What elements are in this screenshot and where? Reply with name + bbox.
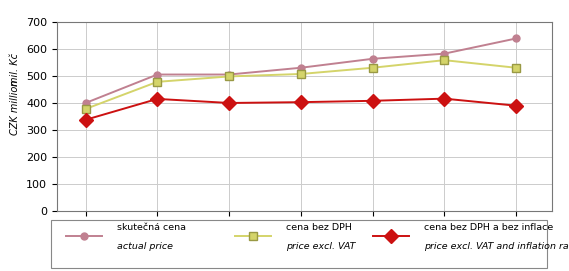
Text: CZK million: CZK million xyxy=(10,79,20,135)
Text: cena bez DPH: cena bez DPH xyxy=(286,223,352,232)
Text: price excl. VAT and inflation rate: price excl. VAT and inflation rate xyxy=(424,242,569,251)
Text: cena bez DPH a bez inflace: cena bez DPH a bez inflace xyxy=(424,223,554,232)
Text: actual price: actual price xyxy=(117,242,173,251)
Text: mil. Kč: mil. Kč xyxy=(10,53,20,86)
Text: skutečná cena: skutečná cena xyxy=(117,223,186,232)
Text: price excl. VAT: price excl. VAT xyxy=(286,242,356,251)
